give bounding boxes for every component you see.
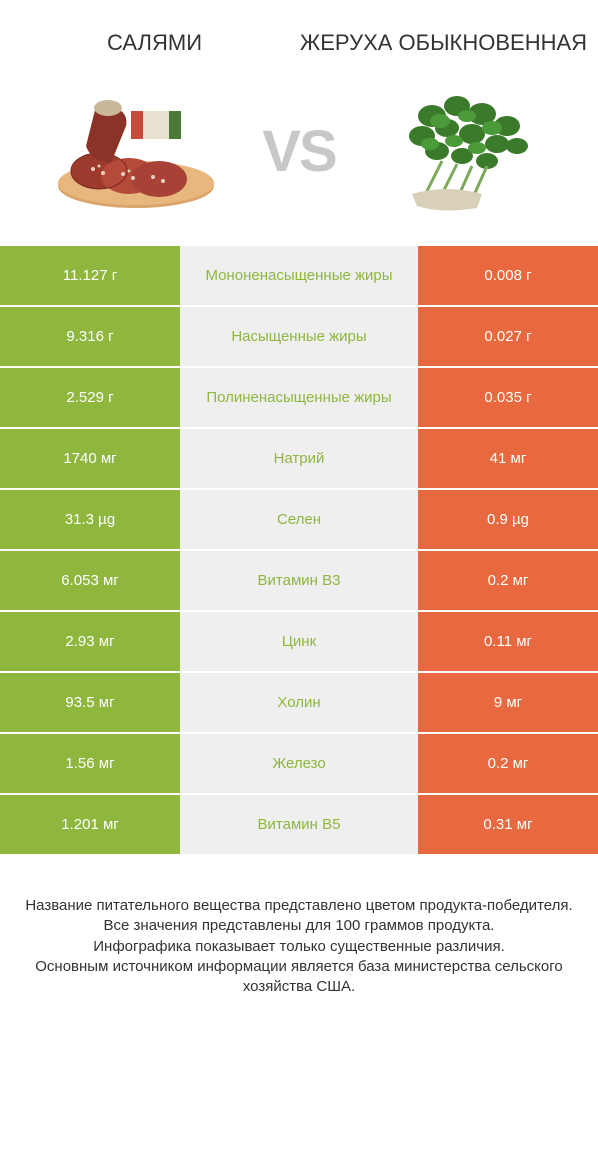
footer-line: Все значения представлены для 100 граммо…: [20, 916, 578, 936]
value-left: 1.56 мг: [0, 734, 180, 793]
value-right: 0.31 мг: [418, 795, 598, 854]
footer-line: Инфографика показывает только существенн…: [20, 937, 578, 957]
value-right: 9 мг: [418, 673, 598, 732]
images-row: VS: [0, 66, 598, 246]
footer-line: Название питательного вещества представл…: [20, 896, 578, 916]
table-row: 1.201 мгВитамин B50.31 мг: [0, 795, 598, 856]
watercress-image: [377, 86, 547, 216]
value-right: 0.11 мг: [418, 612, 598, 671]
nutrient-label: Селен: [180, 490, 418, 549]
right-title: Жеруха обыкновенная: [299, 30, 588, 56]
footer-note: Название питательного вещества представл…: [0, 856, 598, 997]
vs-label: VS: [262, 118, 335, 185]
nutrient-label: Насыщенные жиры: [180, 307, 418, 366]
table-row: 1740 мгНатрий41 мг: [0, 429, 598, 490]
nutrient-label: Цинк: [180, 612, 418, 671]
value-left: 9.316 г: [0, 307, 180, 366]
value-left: 11.127 г: [0, 246, 180, 305]
table-row: 2.529 гПолиненасыщенные жиры0.035 г: [0, 368, 598, 429]
left-title: Салями: [10, 30, 299, 56]
value-left: 2.93 мг: [0, 612, 180, 671]
table-row: 31.3 µgСелен0.9 µg: [0, 490, 598, 551]
nutrient-label: Полиненасыщенные жиры: [180, 368, 418, 427]
nutrient-label: Железо: [180, 734, 418, 793]
table-row: 9.316 гНасыщенные жиры0.027 г: [0, 307, 598, 368]
value-right: 0.2 мг: [418, 734, 598, 793]
nutrient-label: Мононенасыщенные жиры: [180, 246, 418, 305]
nutrient-label: Натрий: [180, 429, 418, 488]
salami-image: [51, 86, 221, 216]
value-right: 0.035 г: [418, 368, 598, 427]
nutrient-label: Витамин B3: [180, 551, 418, 610]
value-left: 6.053 мг: [0, 551, 180, 610]
table-row: 2.93 мгЦинк0.11 мг: [0, 612, 598, 673]
value-right: 0.9 µg: [418, 490, 598, 549]
value-left: 1740 мг: [0, 429, 180, 488]
value-left: 1.201 мг: [0, 795, 180, 854]
value-left: 31.3 µg: [0, 490, 180, 549]
value-left: 2.529 г: [0, 368, 180, 427]
table-row: 6.053 мгВитамин B30.2 мг: [0, 551, 598, 612]
value-right: 0.008 г: [418, 246, 598, 305]
footer-line: Основным источником информации является …: [20, 957, 578, 998]
value-left: 93.5 мг: [0, 673, 180, 732]
value-right: 41 мг: [418, 429, 598, 488]
nutrient-label: Витамин B5: [180, 795, 418, 854]
table-row: 1.56 мгЖелезо0.2 мг: [0, 734, 598, 795]
nutrition-table: 11.127 гМононенасыщенные жиры0.008 г9.31…: [0, 246, 598, 856]
table-row: 93.5 мгХолин9 мг: [0, 673, 598, 734]
value-right: 0.027 г: [418, 307, 598, 366]
table-row: 11.127 гМононенасыщенные жиры0.008 г: [0, 246, 598, 307]
value-right: 0.2 мг: [418, 551, 598, 610]
nutrient-label: Холин: [180, 673, 418, 732]
header: Салями Жеруха обыкновенная: [0, 0, 598, 66]
